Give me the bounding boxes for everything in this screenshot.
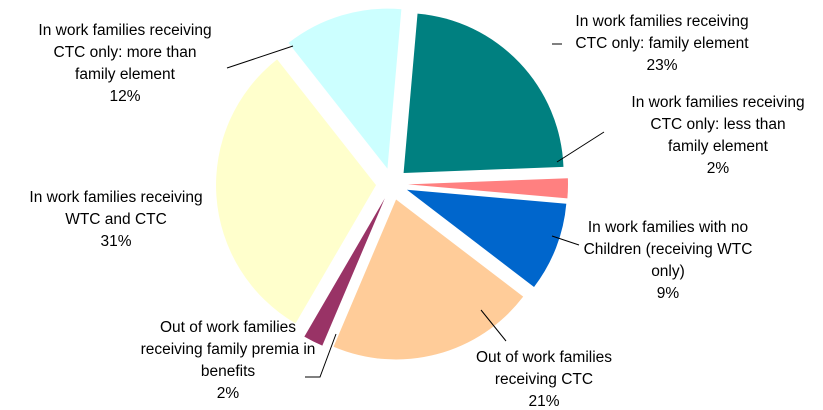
slice-label-line: In work families receiving [575,13,748,30]
slice-label-line: In work families receiving [38,22,211,39]
slice-label-line: Out of work families [160,319,296,336]
leader-line [556,131,605,163]
slice-label-line: 23% [646,57,677,74]
pie-slice [407,178,568,199]
slice-label-line: 12% [109,88,140,105]
slice-label: In work families receiving CTC only: less… [631,94,804,177]
slice-label-line: CTC only: more than [54,44,197,61]
slice-label: In work families receiving CTC only: fami… [575,13,749,74]
slice-label-line: 21% [528,393,559,410]
slice-label-line: 31% [100,233,131,250]
pie-slice [406,189,567,287]
slice-label-line: 9% [657,285,680,302]
pie-slice [403,13,564,173]
pie-slices [216,8,568,360]
slice-label-line: WTC and CTC [65,211,167,228]
pie-slice [288,8,402,169]
slice-label: In work families receiving CTC only: more… [38,22,211,105]
slice-label-line: CTC only: less than [650,116,785,133]
slice-label-line: receiving family premia in [141,341,316,358]
slice-label-line: Children (receiving WTC [584,241,753,258]
slice-label-line: CTC only: family element [575,35,749,52]
slice-label-line: receiving CTC [495,371,593,388]
slice-label-line: family element [75,66,176,83]
slice-labels: In work families receiving CTC only: fami… [29,13,804,410]
slice-label-line: only) [651,263,685,280]
slice-label: Out of work families receiving CTC 21% [476,349,612,410]
slice-label-line: In work families with no [588,219,748,236]
slice-label-line: Out of work families [476,349,612,366]
slice-label-line: family element [668,138,769,155]
slice-label: In work families with no Children (receiv… [584,219,753,302]
pie-slice [333,199,524,360]
slice-label: Out of work families receiving family pre… [141,319,316,402]
leader-line [480,309,507,342]
leader-lines [226,43,605,378]
leader-line [551,235,580,246]
slice-label-line: benefits [201,363,256,380]
pie-slice [216,59,377,324]
slice-label-line: 2% [217,385,240,402]
slice-label-line: In work families receiving [631,94,804,111]
pie-slice [304,198,385,346]
slice-label: In work families receiving WTC and CTC 31% [29,189,202,250]
slice-label-line: In work families receiving [29,189,202,206]
slice-label-line: 2% [707,160,730,177]
leader-line [305,333,337,378]
leader-line [226,45,294,69]
